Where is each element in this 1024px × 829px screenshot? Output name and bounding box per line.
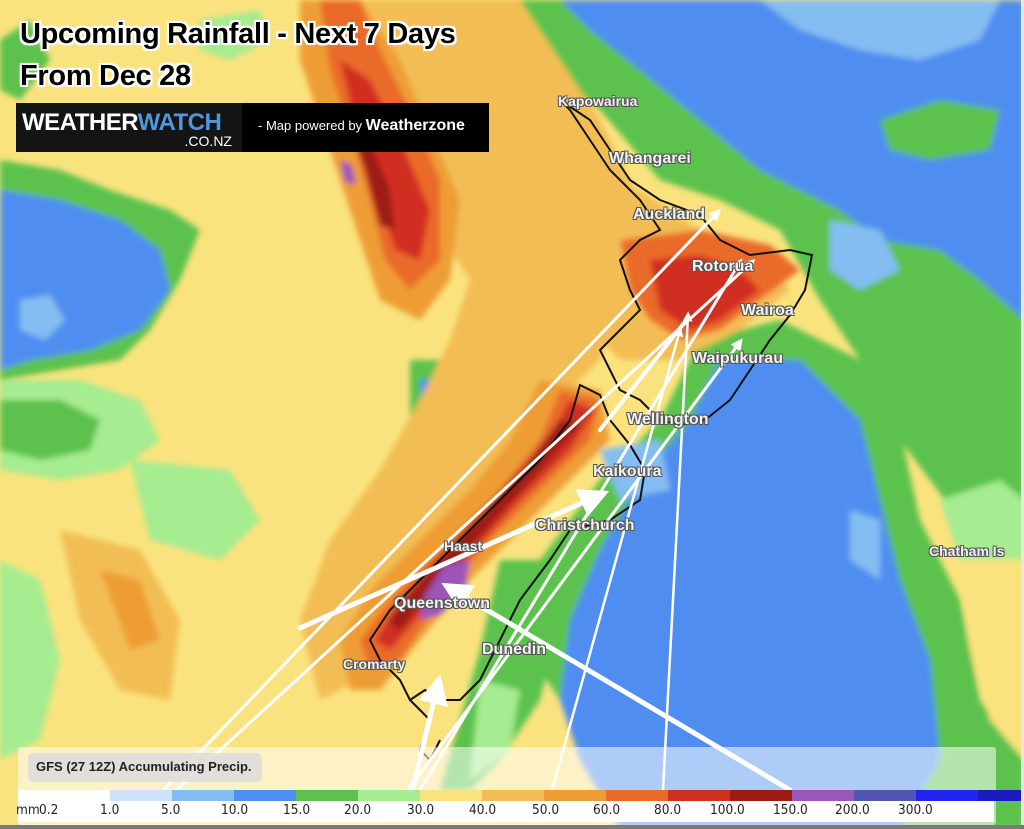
place-label-whangarei: Whangarei [609,150,691,167]
legend-title: GFS (27 12Z) Accumulating Precip. [28,753,262,782]
place-label-wairoa: Wairoa [741,302,794,319]
place-label-dunedin: Dunedin [482,641,546,658]
legend-swatch-30.0 [482,790,544,801]
place-label-auckland: Auckland [633,206,706,223]
legend-label: 200.0 [835,802,870,818]
annotation-arrows [156,208,793,798]
place-label-cromarty: Cromarty [343,656,406,672]
legend-label: 100.0 [710,802,745,818]
legend-label: 300.0 [898,802,933,818]
logo-text-weather: WEATHER [22,109,138,136]
legend-labels: mm 0.2 1.0 5.0 10.0 15.0 20.0 30.0 40.0 … [16,802,994,820]
legend-swatch-unit-gap [18,790,110,801]
legend-swatch-200.0 [916,790,978,801]
legend-swatch-300.0 [978,790,1024,801]
place-label-queenstown: Queenstown [394,595,491,612]
legend-swatch-20.0 [420,790,482,801]
legend-swatch-15.0 [358,790,420,801]
weatherwatch-logo[interactable]: WEATHERWATCH .CO.NZ [16,103,242,152]
legend-swatch-50.0 [606,790,668,801]
legend-swatch-1.0 [172,790,234,801]
map-title: Upcoming Rainfall - Next 7 Days [20,18,456,50]
legend-unit: mm [16,802,40,818]
window-edge [1021,0,1024,829]
place-label-haast: Haast [444,538,483,554]
legend-swatch-10.0 [296,790,358,801]
legend-label: 20.0 [344,802,372,818]
legend-swatch-60.0 [668,790,730,801]
powered-prefix: - Map powered by [258,118,366,133]
place-label-kaikoura: Kaikoura [593,463,662,480]
legend-swatch-40.0 [544,790,606,801]
weatherwatch-banner: WEATHERWATCH .CO.NZ - Map powered by Wea… [16,103,489,152]
legend-label: 1.0 [100,802,120,818]
legend-label: 0.2 [39,802,59,818]
map-subtitle-date: From Dec 28 [20,60,191,92]
place-label-chatham-islands: Chatham Is [929,543,1005,559]
logo-text-watch: WATCH [137,109,222,136]
place-label-waipukurau: Waipukurau [692,350,783,367]
legend-swatch-100.0 [792,790,854,801]
window-edge-bottom [0,825,1024,829]
legend-label: 15.0 [283,802,311,818]
legend-label: 80.0 [654,802,682,818]
legend-swatch-5.0 [234,790,296,801]
place-label-christchurch: Christchurch [535,517,635,534]
legend-label: 50.0 [532,802,560,818]
powered-brand: Weatherzone [365,117,465,134]
legend-swatches [18,790,1024,801]
legend-swatch-0.2 [110,790,172,801]
legend-label: 30.0 [407,802,435,818]
powered-by-text: - Map powered by Weatherzone [258,117,465,135]
legend-swatch-80.0 [730,790,792,801]
legend-colorbar: mm 0.2 1.0 5.0 10.0 15.0 20.0 30.0 40.0 … [16,790,1024,822]
logo-domain: .CO.NZ [184,133,232,149]
legend-swatch-150.0 [854,790,916,801]
legend-label: 40.0 [469,802,497,818]
legend-label: 10.0 [221,802,249,818]
legend-label: 60.0 [593,802,621,818]
place-label-kapowairua: Kapowairua [558,93,638,109]
legend-label: 5.0 [161,802,181,818]
legend-label: 150.0 [773,802,808,818]
place-label-wellington: Wellington [627,411,709,428]
place-label-rotorua: Rotorua [692,258,754,275]
